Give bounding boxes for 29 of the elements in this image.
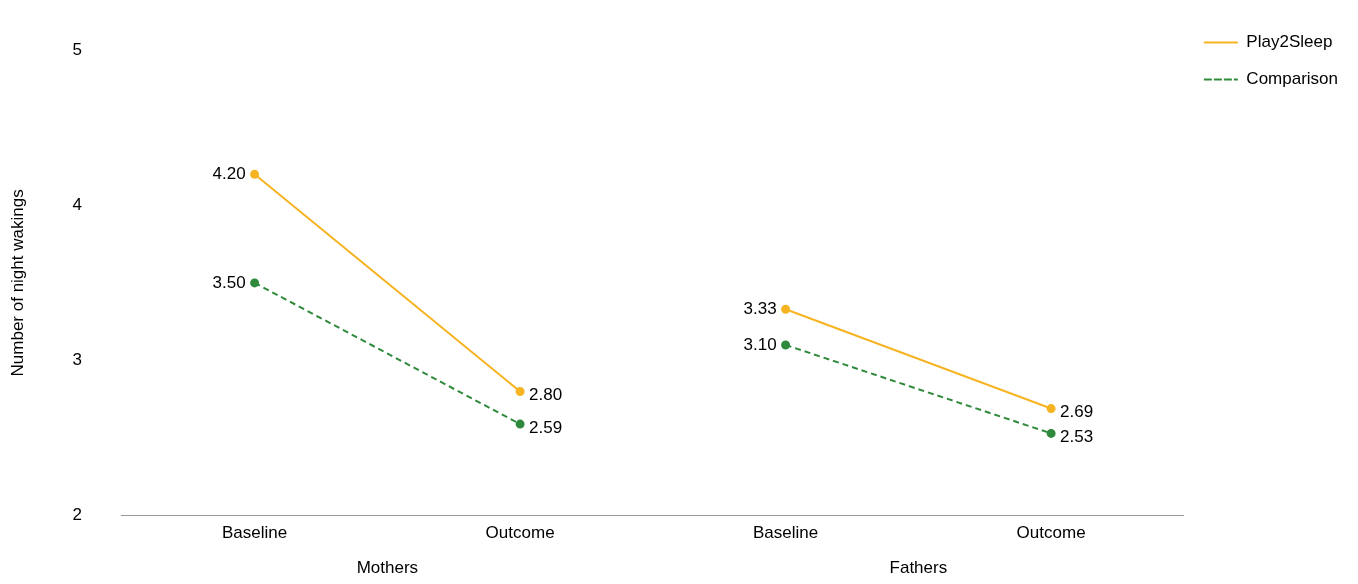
point bbox=[515, 419, 525, 429]
data-label: 3.50 bbox=[212, 272, 246, 292]
data-label: 2.53 bbox=[1060, 427, 1094, 447]
data-label: 2.59 bbox=[529, 417, 563, 437]
x-tick-label: Baseline bbox=[752, 523, 819, 543]
point bbox=[1046, 428, 1056, 438]
y-axis-title: Number of night wakings bbox=[7, 189, 27, 377]
point bbox=[250, 169, 260, 179]
y-tick-label: 2 bbox=[72, 505, 82, 525]
y-tick-label: 4 bbox=[72, 195, 82, 215]
point bbox=[250, 278, 260, 288]
point bbox=[1046, 404, 1056, 414]
x-tick-label: Outcome bbox=[1016, 523, 1086, 543]
data-label: 2.69 bbox=[1060, 402, 1094, 422]
x-tick-label: Baseline bbox=[221, 523, 288, 543]
data-label: 2.80 bbox=[529, 385, 563, 405]
y-tick-label: 3 bbox=[72, 350, 82, 370]
point bbox=[781, 340, 791, 350]
text: Mothers bbox=[356, 558, 419, 578]
text: Fathers bbox=[889, 558, 948, 578]
x-tick-label: Outcome bbox=[485, 523, 555, 543]
legend-label: Play2Sleep bbox=[1246, 32, 1333, 52]
data-label: 3.10 bbox=[743, 334, 777, 354]
data-label: 4.20 bbox=[212, 163, 246, 183]
point bbox=[781, 304, 791, 314]
y-tick-label: 5 bbox=[72, 39, 82, 59]
data-label: 3.33 bbox=[743, 298, 777, 318]
legend-label: Comparison bbox=[1246, 69, 1339, 89]
point bbox=[515, 386, 525, 396]
